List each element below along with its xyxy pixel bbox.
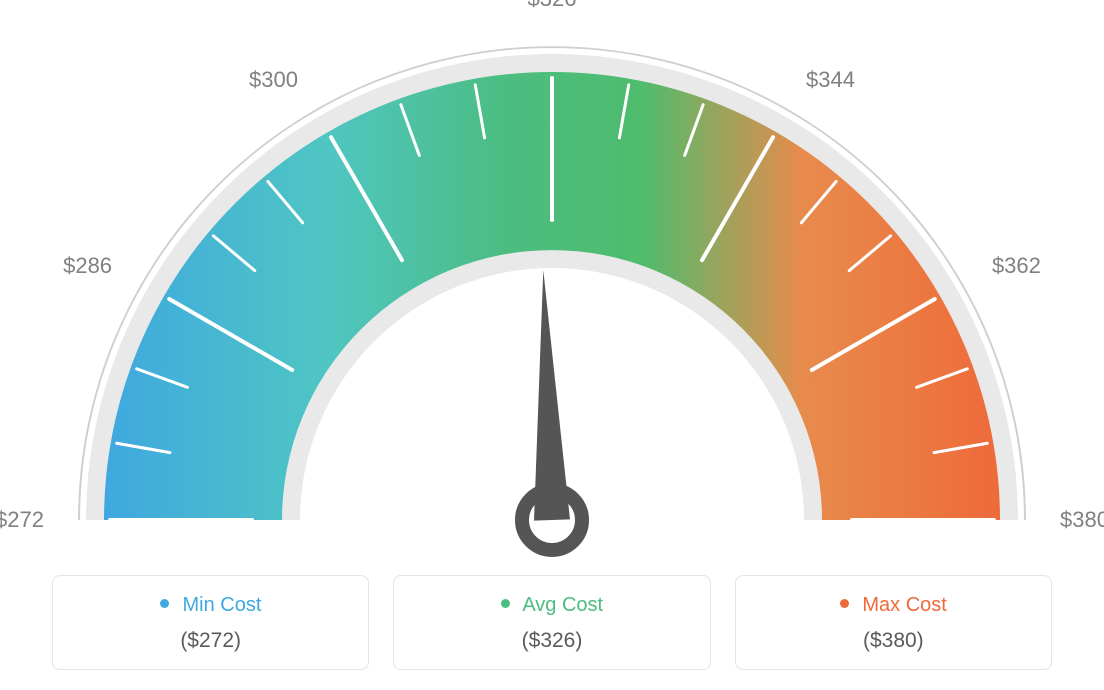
legend-value-max: ($380) — [746, 629, 1041, 653]
legend-label-max-text: Max Cost — [862, 594, 946, 616]
gauge-tick-label: $344 — [806, 67, 855, 93]
legend-value-avg: ($326) — [404, 629, 699, 653]
gauge-tick-label: $272 — [0, 507, 44, 533]
legend-label-min-text: Min Cost — [182, 594, 261, 616]
legend-value-min: ($272) — [63, 629, 358, 653]
gauge-tick-label: $286 — [63, 253, 112, 279]
legend-label-avg: Avg Cost — [404, 594, 699, 617]
gauge-tick-label: $326 — [528, 0, 577, 12]
legend-row: Min Cost ($272) Avg Cost ($326) Max Cost… — [52, 575, 1052, 670]
gauge-tick-label: $300 — [249, 67, 298, 93]
gauge-tick-label: $362 — [992, 253, 1041, 279]
legend-card-avg: Avg Cost ($326) — [393, 575, 710, 670]
legend-dot-avg — [501, 599, 510, 608]
legend-card-max: Max Cost ($380) — [735, 575, 1052, 670]
gauge-tick-label: $380 — [1060, 507, 1104, 533]
legend-dot-max — [840, 599, 849, 608]
legend-label-max: Max Cost — [746, 594, 1041, 617]
legend-dot-min — [160, 599, 169, 608]
legend-card-min: Min Cost ($272) — [52, 575, 369, 670]
legend-label-min: Min Cost — [63, 594, 358, 617]
gauge-svg — [0, 0, 1104, 560]
legend-label-avg-text: Avg Cost — [522, 594, 603, 616]
gauge-chart: $272 $286 $300 $326 $344 $362 $380 — [0, 0, 1104, 560]
